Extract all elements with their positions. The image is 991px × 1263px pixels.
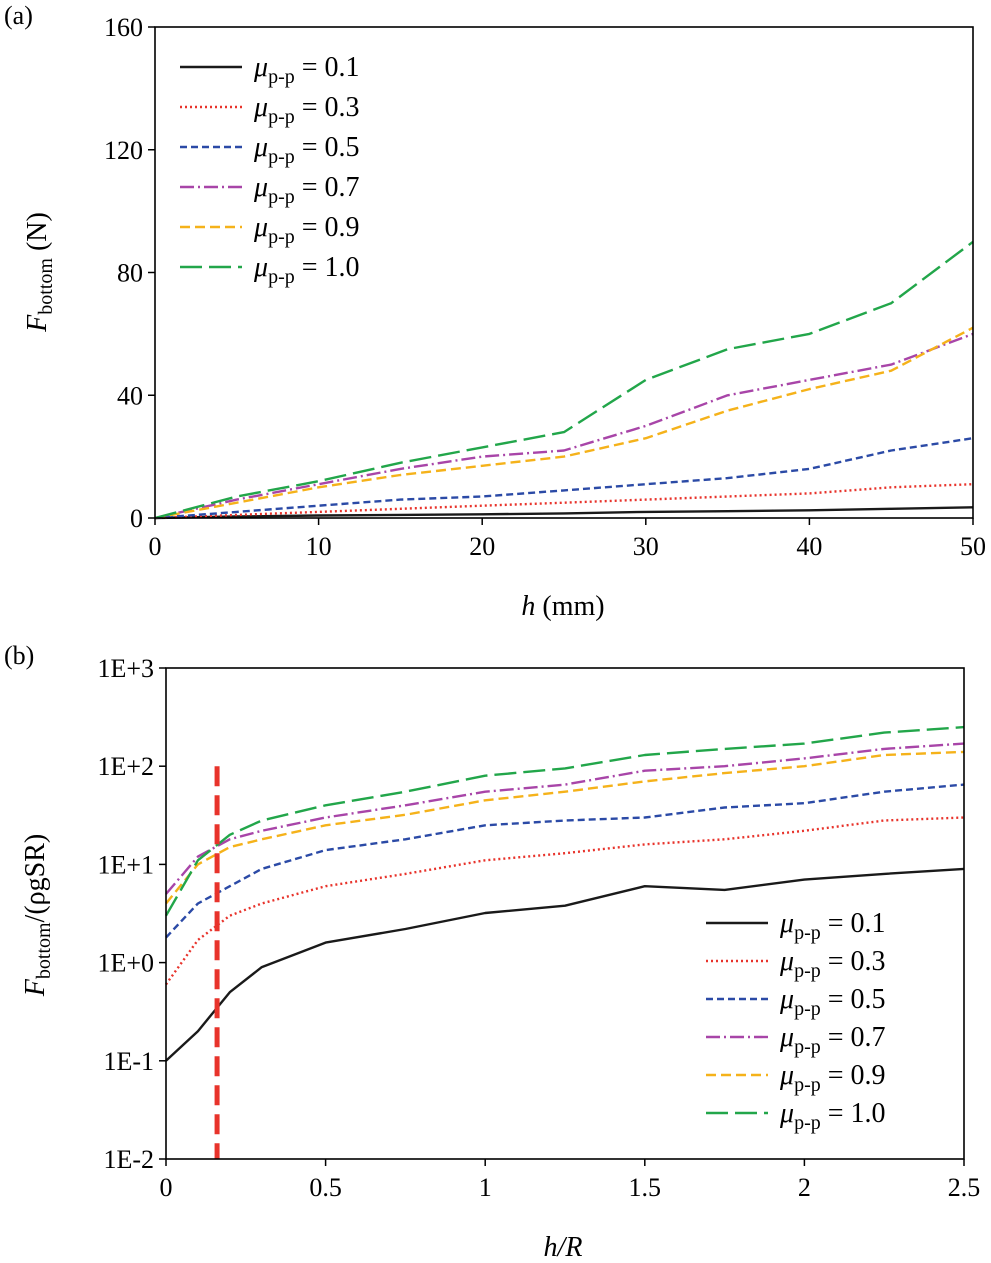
panel-a: (a) 0 10 20 30 40 50 0 40 80 120 160 h (mm) Fbott…: [4, 1, 986, 622]
panel-a-x-tick-label-5: 50: [960, 532, 986, 561]
panel-b-y-axis-label-sub: bottom: [33, 922, 55, 979]
panel-b-legend-label-1: μp-p = 0.3: [779, 946, 886, 982]
panel-b-y-axis-label-var: F: [20, 978, 51, 997]
panel-a-series-line-5: [154, 240, 974, 520]
panel-a-y-tick-label-2: 80: [117, 259, 143, 288]
panel-b-series-line-4: [165, 750, 965, 905]
panel-b-y-tick-label-2: 1E+0: [97, 949, 154, 978]
panel-b-legend-label-5: μp-p = 1.0: [779, 1098, 886, 1134]
panel-b-x-tick-label-3: 1.5: [629, 1173, 662, 1202]
panel-a-series-line-0: [154, 506, 974, 520]
panel-b-x-axis-label-var: h: [544, 1232, 558, 1263]
panel-b-legend-label-0: μp-p = 0.1: [779, 908, 886, 944]
panel-a-series-group: [154, 240, 974, 520]
panel-b-y-tick-label-5: 1E+3: [97, 654, 154, 683]
panel-a-legend-label-0: μp-p = 0.1: [253, 52, 360, 88]
panel-b-series-line-0: [165, 867, 965, 1062]
panel-a-series-line-3: [154, 332, 974, 520]
panel-b-plot-frame: [165, 667, 965, 1160]
panel-b-x-tick-label-5: 2.5: [948, 1173, 981, 1202]
panel-b-x-axis-label-rest: /R: [556, 1232, 583, 1263]
panel-b-series-line-2: [165, 783, 965, 939]
panel-a-y-axis-label-unit: (N): [22, 212, 53, 258]
panel-b-series-line-5: [164, 725, 965, 917]
panel-a-y-axis-label-sub: bottom: [35, 258, 57, 315]
panel-b-y-tick-label-0: 1E-2: [103, 1145, 154, 1174]
panel-a-series-line-2: [154, 437, 974, 520]
panel-b-x-ticks: 0 0.5 1 1.5 2 2.5: [160, 1159, 981, 1202]
panel-a-x-tick-label-2: 20: [469, 532, 495, 561]
panel-a-y-tick-label-1: 40: [117, 381, 143, 410]
panel-b-series-line-1: [165, 816, 965, 986]
panel-a-y-axis-label: Fbottom (N): [22, 212, 57, 333]
panel-a-x-axis-label-var: h: [521, 591, 535, 622]
panel-a-y-axis-label-var: F: [22, 314, 53, 333]
panel-a-legend-label-4: μp-p = 0.9: [253, 212, 360, 248]
panel-a-legend-label-1: μp-p = 0.3: [253, 92, 360, 128]
panel-a-x-tick-label-0: 0: [149, 532, 162, 561]
panel-b-legend-label-2: μp-p = 0.5: [779, 984, 886, 1020]
panel-a-label: (a): [4, 1, 33, 30]
panel-b-series-line-3: [165, 742, 965, 895]
panel-b-x-tick-label-4: 2: [798, 1173, 811, 1202]
panel-a-y-tick-label-3: 120: [104, 136, 143, 165]
panel-b-x-axis-label: h/R: [544, 1232, 583, 1263]
panel-b-y-ticks: 1E-2 1E-1 1E+0 1E+1 1E+2 1E+3: [97, 654, 166, 1174]
panel-a-legend: μp-p = 0.1 μp-p = 0.3 μp-p = 0.5 μp-p = 0.7…: [180, 52, 360, 288]
panel-b-y-tick-label-3: 1E+1: [97, 850, 154, 879]
panel-a-x-axis-label-unit: (mm): [535, 591, 604, 622]
panel-a-x-tick-label-1: 10: [306, 532, 332, 561]
panel-a-legend-label-5: μp-p = 1.0: [253, 252, 360, 288]
panel-b-y-tick-label-4: 1E+2: [97, 752, 154, 781]
panel-b-y-tick-label-1: 1E-1: [103, 1047, 154, 1076]
panel-a-series-line-4: [154, 326, 974, 520]
panel-a-legend-label-2: μp-p = 0.5: [253, 132, 360, 168]
panel-a-y-ticks: 0 40 80 120 160: [104, 13, 155, 533]
panel-a-x-axis-label: h (mm): [521, 591, 604, 622]
panel-b-x-tick-label-2: 1: [479, 1173, 492, 1202]
panel-b-legend-label-4: μp-p = 0.9: [779, 1060, 886, 1096]
panel-b-x-tick-label-0: 0: [160, 1173, 173, 1202]
panel-b-legend-label-3: μp-p = 0.7: [779, 1022, 886, 1058]
panel-a-series-line-1: [154, 483, 974, 520]
panel-a-x-tick-label-4: 40: [796, 532, 822, 561]
panel-a-y-tick-label-4: 160: [104, 13, 143, 42]
panel-b-label: (b): [4, 641, 34, 670]
panel-b-y-axis-label: Fbottom/(ρgSR): [20, 834, 55, 997]
panel-b-series-group: [164, 725, 965, 1062]
panel-a-x-tick-label-3: 30: [633, 532, 659, 561]
panel-b-y-axis-label-rest: /(ρgSR): [20, 834, 51, 923]
panel-b-x-tick-label-1: 0.5: [309, 1173, 342, 1202]
panel-a-y-tick-label-0: 0: [130, 504, 143, 533]
panel-b-legend: μp-p = 0.1μp-p = 0.3μp-p = 0.5μp-p = 0.7…: [706, 908, 886, 1134]
panel-b: (b) 0 0.5 1 1.5 2 2.5 1E-2 1E-1 1E+0 1E+1 1E+2 1E+…: [4, 641, 980, 1263]
panel-a-x-ticks: 0 10 20 30 40 50: [149, 518, 986, 561]
panel-a-legend-label-3: μp-p = 0.7: [253, 172, 360, 208]
